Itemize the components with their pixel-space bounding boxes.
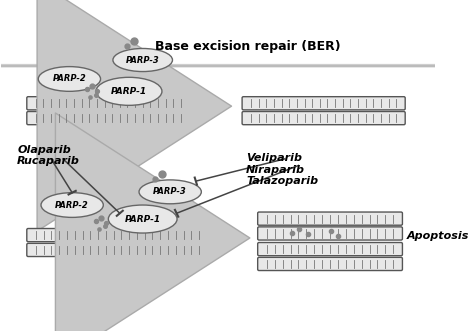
- Text: PARP-3: PARP-3: [153, 187, 187, 196]
- Ellipse shape: [41, 193, 103, 217]
- FancyBboxPatch shape: [258, 212, 402, 225]
- Ellipse shape: [113, 48, 173, 71]
- Text: Olaparib
Rucaparib: Olaparib Rucaparib: [17, 145, 80, 166]
- Text: Base excision repair (BER): Base excision repair (BER): [155, 39, 341, 53]
- Ellipse shape: [38, 67, 100, 91]
- FancyBboxPatch shape: [258, 243, 402, 256]
- FancyBboxPatch shape: [27, 228, 208, 242]
- Text: PARP-2: PARP-2: [53, 74, 86, 83]
- FancyBboxPatch shape: [258, 227, 402, 240]
- FancyBboxPatch shape: [242, 97, 405, 110]
- FancyBboxPatch shape: [258, 257, 402, 270]
- Text: Apoptosis: Apoptosis: [407, 230, 469, 241]
- Text: PARP-3: PARP-3: [126, 56, 160, 65]
- FancyBboxPatch shape: [27, 243, 208, 257]
- FancyBboxPatch shape: [27, 97, 190, 110]
- Ellipse shape: [109, 205, 177, 233]
- Ellipse shape: [139, 180, 201, 204]
- Text: PARP-2: PARP-2: [55, 201, 89, 210]
- FancyBboxPatch shape: [27, 112, 190, 125]
- FancyBboxPatch shape: [242, 112, 405, 125]
- Text: PARP-1: PARP-1: [125, 214, 161, 223]
- Text: PARP-1: PARP-1: [111, 87, 147, 96]
- Text: Veliparib
Niraparib
Talazoparib: Veliparib Niraparib Talazoparib: [246, 153, 319, 186]
- Ellipse shape: [96, 77, 162, 105]
